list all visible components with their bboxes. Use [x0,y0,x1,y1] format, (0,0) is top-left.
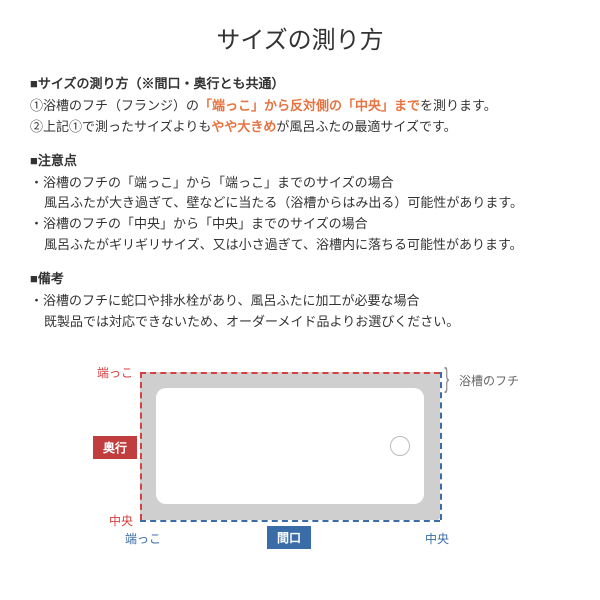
tub-inner [156,388,424,504]
width-badge: 間口 [267,526,311,549]
diagram-wrap: 端っこ 中央 端っこ 中央 奥行 間口 } 浴槽のフチ [30,354,570,564]
depth-badge: 奥行 [93,436,137,459]
lbl-center-left: 中央 [109,512,133,529]
s3l1: ・浴槽のフチに蛇口や排水栓があり、風呂ふたに加工が必要な場合 [30,291,570,312]
edge-note: 浴槽のフチ [459,372,519,389]
s2l1: ・浴槽のフチの「端っこ」から「端っこ」までのサイズの場合 [30,173,570,194]
dash-top [140,372,440,374]
page-title: サイズの測り方 [30,20,570,55]
lbl-top-left: 端っこ [97,364,133,381]
brace-icon: } [444,362,449,394]
section2-head: ■注意点 [30,150,570,169]
dash-bottom [140,520,440,522]
s1l1a: ①浴槽のフチ（フランジ）の [30,98,199,113]
section1-head: ■サイズの測り方（※間口・奥行とも共通） [30,73,570,92]
s2l4: 風呂ふたがギリギリサイズ、又は小さ過ぎて、浴槽内に落ちる可能性があります。 [30,235,570,256]
dash-right [440,372,442,520]
section1-line2: ②上記①で測ったサイズよりもやや大きめが風呂ふたの最適サイズです。 [30,117,570,138]
s1l2b: やや大きめ [211,119,276,134]
section1-line1: ①浴槽のフチ（フランジ）の「端っこ」から反対側の「中央」までを測ります。 [30,96,570,117]
s1l2c: が風呂ふたの最適サイズです。 [276,119,456,134]
lbl-bottom-left: 端っこ [125,530,161,547]
s2l2: 風呂ふたが大き過ぎて、壁などに当たる（浴槽からはみ出る）可能性があります。 [30,193,570,214]
lbl-bottom-right: 中央 [425,530,449,547]
s3l2: 既製品では対応できないため、オーダーメイド品よりお選びください。 [30,312,570,333]
s2l3: ・浴槽のフチの「中央」から「中央」までのサイズの場合 [30,214,570,235]
diagram: 端っこ 中央 端っこ 中央 奥行 間口 } 浴槽のフチ [85,354,515,564]
s1l1c: を測ります。 [420,98,497,113]
s1l1b: 「端っこ」から反対側の「中央」まで [199,98,420,113]
s1l2a: ②上記①で測ったサイズよりも [30,119,211,134]
section3-head: ■備考 [30,268,570,287]
dash-left [140,372,142,520]
